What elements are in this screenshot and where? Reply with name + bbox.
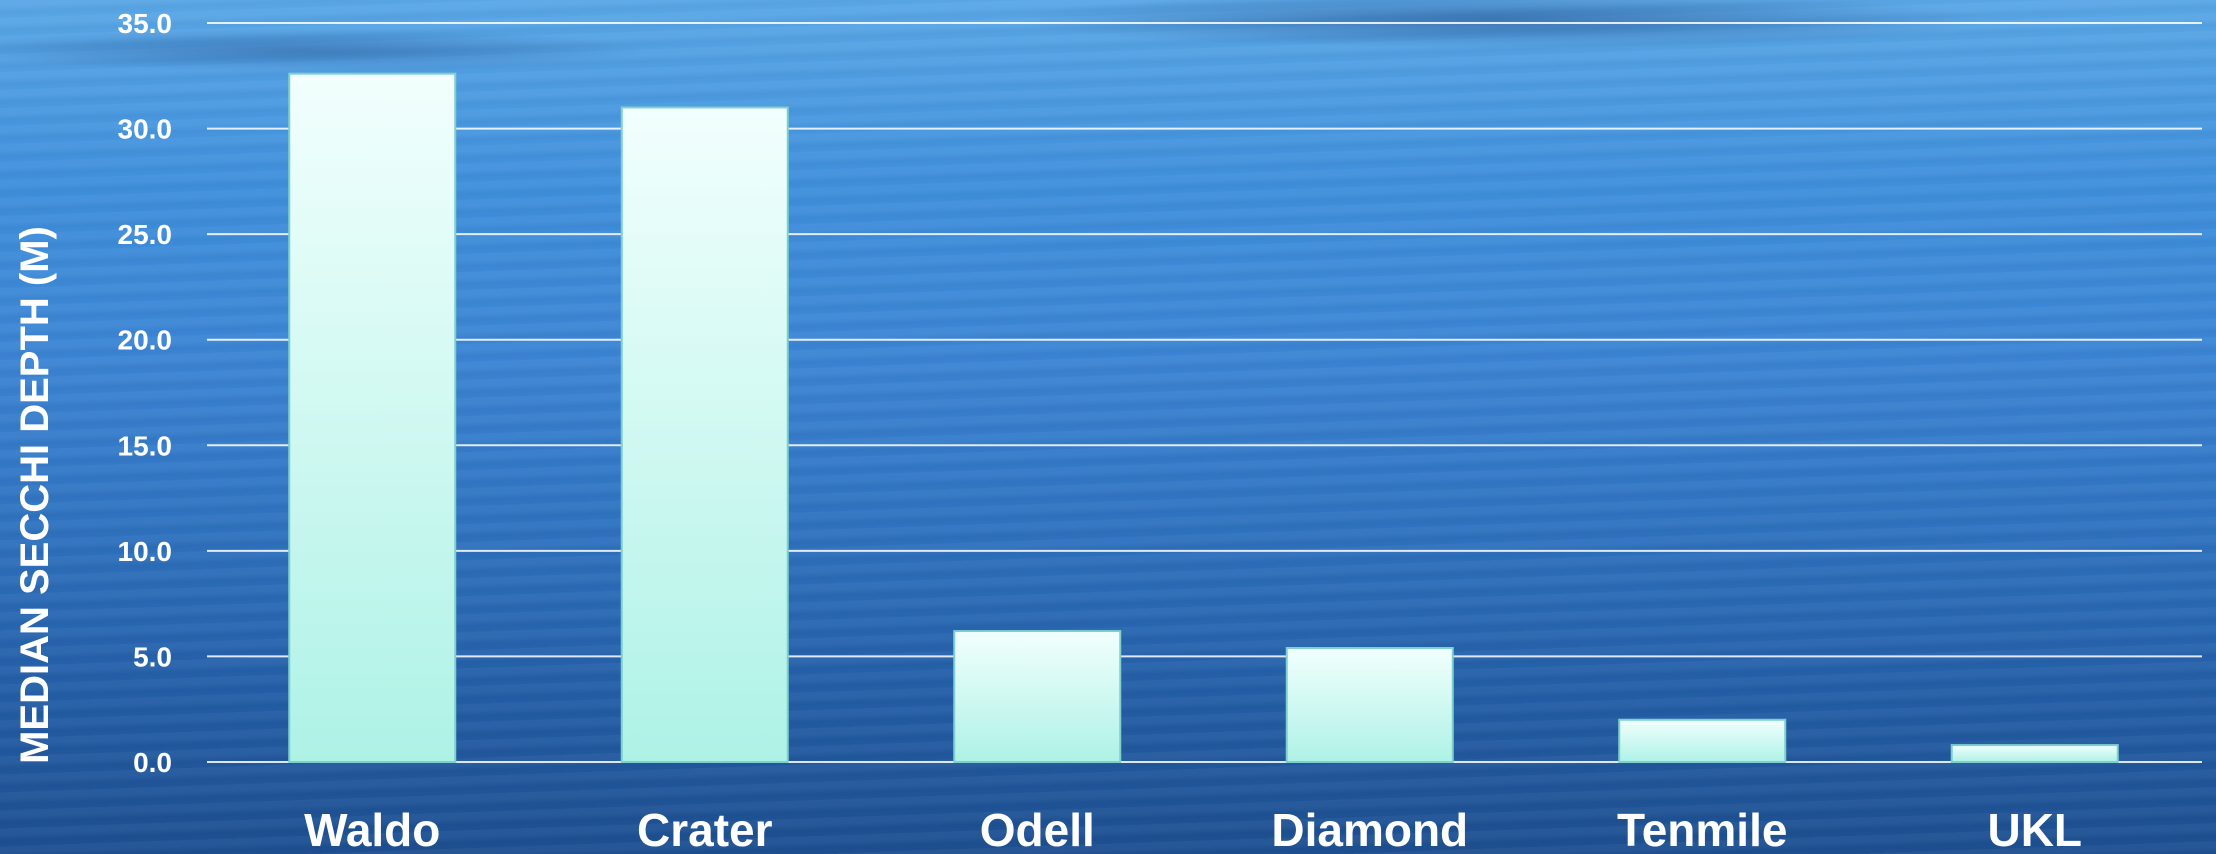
y-axis-ticks: 0.0 5.0 10.0 15.0 20.0 25.0 30.0 35.0 [118, 8, 173, 778]
y-tick-label: 25.0 [118, 219, 173, 250]
y-tick-label: 10.0 [118, 536, 173, 567]
bar-crater [620, 106, 789, 763]
y-tick-label: 15.0 [118, 430, 173, 461]
y-tick-label: 30.0 [118, 114, 173, 145]
bar-diamond [1285, 646, 1454, 763]
x-axis-labels: Waldo Crater Odell Diamond Tenmile UKL [304, 804, 2082, 854]
x-tick-label: UKL [1987, 804, 2082, 854]
x-tick-label: Waldo [304, 804, 440, 854]
bar-tenmile [1618, 718, 1787, 763]
bar-ukl [1950, 744, 2119, 764]
x-tick-label: Odell [980, 804, 1095, 854]
y-tick-label: 5.0 [133, 641, 172, 672]
bar-waldo [288, 72, 457, 764]
x-tick-label: Tenmile [1617, 804, 1787, 854]
y-tick-label: 20.0 [118, 325, 173, 356]
bar-odell [953, 630, 1122, 763]
y-axis-label: MEDIAN SECCHI DEPTH (M) [13, 226, 57, 764]
bars [288, 72, 2119, 764]
y-tick-label: 0.0 [133, 747, 172, 778]
gridlines [207, 22, 2202, 763]
x-tick-label: Diamond [1271, 804, 1468, 854]
x-tick-label: Crater [637, 804, 773, 854]
y-tick-label: 35.0 [118, 8, 173, 39]
